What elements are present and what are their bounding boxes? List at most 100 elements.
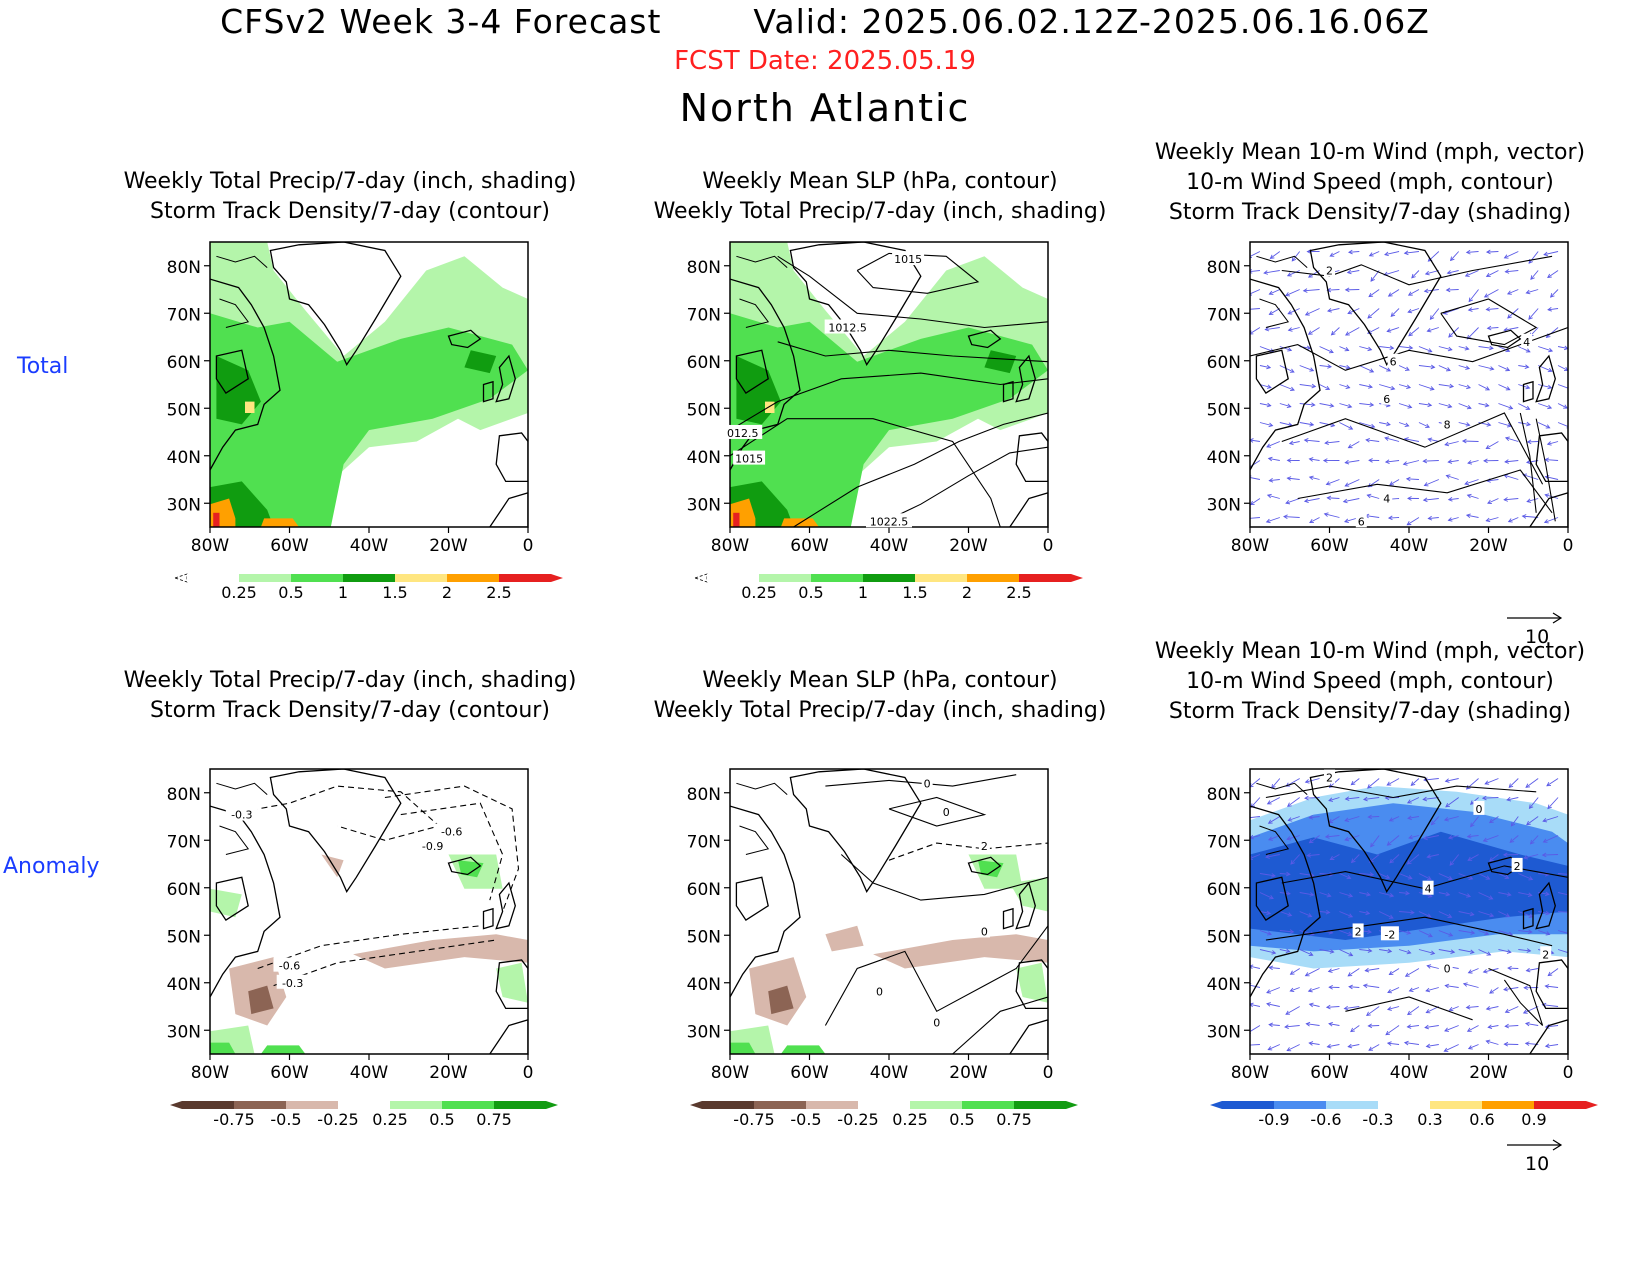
lat-tick-label: 60N bbox=[687, 880, 721, 900]
lat-tick-label: 30N bbox=[687, 495, 721, 515]
colorbar-tick-label: 0.25 bbox=[372, 1110, 408, 1129]
contour-label: 4 bbox=[1383, 493, 1390, 506]
lat-tick-label: 70N bbox=[167, 832, 201, 852]
colorbar-precip-total: 0.25 0.5 1 1.5 2 2.5 bbox=[173, 573, 563, 602]
contour-label: -0.6 bbox=[279, 960, 300, 973]
colorbar-tick-label: 0.5 bbox=[278, 583, 303, 602]
lon-tick-label: 60W bbox=[790, 1063, 829, 1083]
lon-tick-label: 20W bbox=[949, 1063, 988, 1083]
panel-1-title: Weekly Total Precip/7-day (inch, shading… bbox=[123, 169, 577, 224]
lat-tick-label: 50N bbox=[1207, 400, 1241, 420]
colorbar-tick-label: -0.75 bbox=[213, 1110, 254, 1129]
lon-tick-label: 40W bbox=[350, 536, 389, 556]
contour-label: -2 bbox=[1384, 928, 1395, 941]
colorbar-swatch bbox=[806, 1101, 858, 1109]
contour-label: 4 bbox=[1425, 883, 1432, 896]
contour-label: 2 bbox=[1355, 925, 1362, 938]
vector-reference: 10 bbox=[1507, 612, 1563, 648]
lon-tick-label: 80W bbox=[191, 536, 230, 556]
colorbar-swatch bbox=[343, 574, 395, 582]
lon-tick-label: 80W bbox=[711, 1063, 750, 1083]
lat-tick-label: 30N bbox=[167, 495, 201, 515]
contour-label: 2 bbox=[1326, 772, 1333, 785]
lon-tick-label: 20W bbox=[429, 1063, 468, 1083]
lon-tick-label: 40W bbox=[350, 1063, 389, 1083]
colorbar-tick-label: 0.25 bbox=[741, 583, 777, 602]
map-slp-anomaly: 80N 70N 60N 50N 40N 30N 80W 60W 40W 20W 0 0 0 2 0 0 0 bbox=[687, 768, 1054, 1083]
lon-tick-label: 80W bbox=[191, 1063, 230, 1083]
contour-label: 1015 bbox=[735, 453, 763, 466]
lat-tick-label: 80N bbox=[687, 785, 721, 805]
lat-tick-label: 60N bbox=[167, 353, 201, 373]
contour-label: -0.6 bbox=[441, 826, 462, 839]
main-title: CFSv2 Week 3-4 Forecast Valid: 2025.06.0… bbox=[220, 2, 1430, 41]
colorbar-density-anomaly: -0.9 -0.6 -0.3 0.3 0.6 0.9 bbox=[1210, 1101, 1598, 1129]
colorbar-swatch bbox=[863, 574, 915, 582]
contour-label: 6 bbox=[1390, 356, 1397, 369]
colorbar-swatch bbox=[1014, 1101, 1066, 1109]
lon-tick-label: 40W bbox=[1390, 1063, 1429, 1083]
colorbar-swatch bbox=[707, 574, 759, 582]
panel-2-title: Weekly Mean SLP (hPa, contour) Weekly Tot… bbox=[653, 169, 1107, 224]
contour-label: 8 bbox=[1444, 418, 1451, 431]
colorbar-swatch bbox=[1378, 1101, 1430, 1109]
colorbar-tick-label: 2 bbox=[962, 583, 972, 602]
colorbar-tick-label: 2.5 bbox=[1006, 583, 1031, 602]
lon-tick-label: 40W bbox=[1390, 536, 1429, 556]
lat-tick-label: 40N bbox=[167, 448, 201, 468]
colorbar-tick-label: 1.5 bbox=[902, 583, 927, 602]
colorbar-tick-label: -0.25 bbox=[317, 1110, 358, 1129]
colorbar-swatch bbox=[702, 1101, 754, 1109]
colorbar-tick-label: 0.5 bbox=[949, 1110, 974, 1129]
colorbar-tick-label: 0.5 bbox=[429, 1110, 454, 1129]
lon-tick-label: 20W bbox=[1469, 536, 1508, 556]
contour-label: 2 bbox=[1542, 948, 1549, 961]
colorbar-swatch bbox=[910, 1101, 962, 1109]
colorbar-swatch bbox=[967, 574, 1019, 582]
lon-tick-label: 0 bbox=[1563, 1063, 1574, 1083]
contour-label: 2 bbox=[1326, 265, 1333, 278]
colorbar-swatch bbox=[187, 574, 239, 582]
lat-tick-label: 30N bbox=[1207, 1022, 1241, 1042]
colorbar-swatch bbox=[499, 574, 551, 582]
lat-tick-label: 40N bbox=[1207, 448, 1241, 468]
contour-label: 6 bbox=[1358, 515, 1365, 528]
vector-reference-anomaly: 10 bbox=[1507, 1139, 1563, 1175]
colorbar-swatch bbox=[915, 574, 967, 582]
lon-tick-label: 40W bbox=[870, 536, 909, 556]
lat-tick-label: 80N bbox=[167, 258, 201, 278]
colorbar-tick-label: -0.3 bbox=[1362, 1110, 1393, 1129]
colorbar-swatch bbox=[1326, 1101, 1378, 1109]
lat-tick-label: 60N bbox=[167, 880, 201, 900]
contour-label: -0.3 bbox=[282, 977, 303, 990]
colorbar-swatch bbox=[338, 1101, 390, 1109]
contour-label: 1015 bbox=[894, 253, 922, 266]
panel-3-title: Weekly Mean 10-m Wind (mph, vector) 10-m … bbox=[1154, 140, 1586, 225]
contour-label: 0 bbox=[943, 806, 950, 819]
lat-tick-label: 70N bbox=[1207, 305, 1241, 325]
lon-tick-label: 20W bbox=[1469, 1063, 1508, 1083]
colorbar-swatch bbox=[286, 1101, 338, 1109]
lat-tick-label: 80N bbox=[167, 785, 201, 805]
colorbar-tick-label: -0.5 bbox=[270, 1110, 301, 1129]
contour-label: 0 bbox=[981, 925, 988, 938]
lon-tick-label: 80W bbox=[711, 536, 750, 556]
lat-tick-label: 70N bbox=[1207, 832, 1241, 852]
colorbar-swatch bbox=[1534, 1101, 1586, 1109]
lon-tick-label: 0 bbox=[1043, 1063, 1054, 1083]
vector-reference-value: 10 bbox=[1525, 626, 1549, 648]
lon-tick-label: 80W bbox=[1231, 1063, 1270, 1083]
row-label-total: Total bbox=[17, 354, 69, 379]
colorbar-swatch bbox=[811, 574, 863, 582]
contour-label: 0 bbox=[924, 777, 931, 790]
contour-label: 0 bbox=[1444, 963, 1451, 976]
colorbar-swatch bbox=[494, 1101, 546, 1109]
vector-reference-value: 10 bbox=[1525, 1153, 1549, 1175]
lon-tick-label: 80W bbox=[1231, 536, 1270, 556]
colorbar-precip-anomaly-2: -0.75 -0.5 -0.25 0.25 0.5 0.75 bbox=[690, 1101, 1078, 1129]
lat-tick-label: 70N bbox=[167, 305, 201, 325]
lat-tick-label: 70N bbox=[687, 305, 721, 325]
contour-label: 012.5 bbox=[727, 427, 759, 440]
colorbar-swatch bbox=[759, 574, 811, 582]
colorbar-swatch bbox=[239, 574, 291, 582]
